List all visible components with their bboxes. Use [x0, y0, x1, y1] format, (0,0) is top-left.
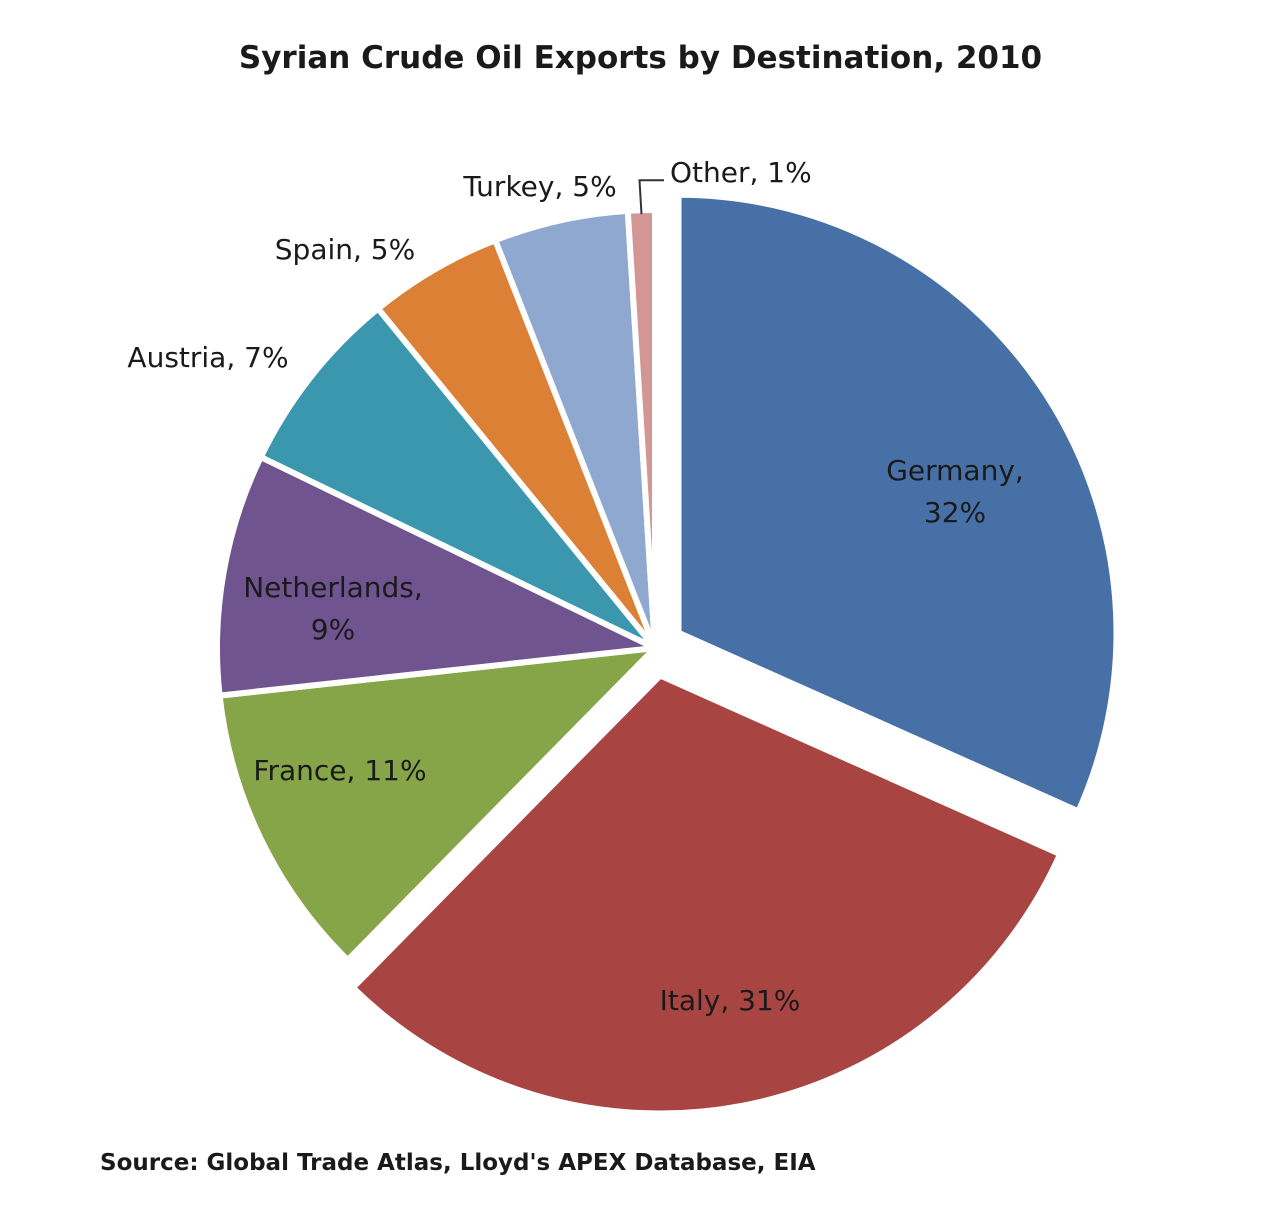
pie-slice-germany	[675, 191, 1120, 815]
pie-slice-netherlands	[214, 454, 658, 699]
source-note: Source: Global Trade Atlas, Lloyd's APEX…	[100, 1150, 816, 1176]
pie-labels: Germany, 32% Italy, 31% France, 11% Netherla…	[127, 156, 1023, 1017]
slice-label-other: Other, 1%	[670, 156, 812, 189]
leader-line-other	[638, 179, 664, 215]
pie-slice-austria	[257, 305, 658, 651]
slice-label-austria: Austria, 7%	[127, 341, 288, 374]
slice-label-turkey: Turkey, 5%	[462, 170, 616, 203]
slice-label-netherlands: Netherlands, 9%	[243, 571, 423, 646]
pie-slice-italy	[349, 672, 1064, 1117]
chart-title: Syrian Crude Oil Exports by Destination,…	[238, 40, 1043, 76]
slice-label-germany: Germany, 32%	[886, 454, 1024, 529]
pie-slices	[214, 191, 1120, 1117]
slice-label-italy: Italy, 31%	[660, 984, 801, 1017]
pie-slice-france	[216, 645, 658, 964]
slice-label-france: France, 11%	[253, 754, 426, 787]
slice-label-spain: Spain, 5%	[275, 233, 415, 266]
